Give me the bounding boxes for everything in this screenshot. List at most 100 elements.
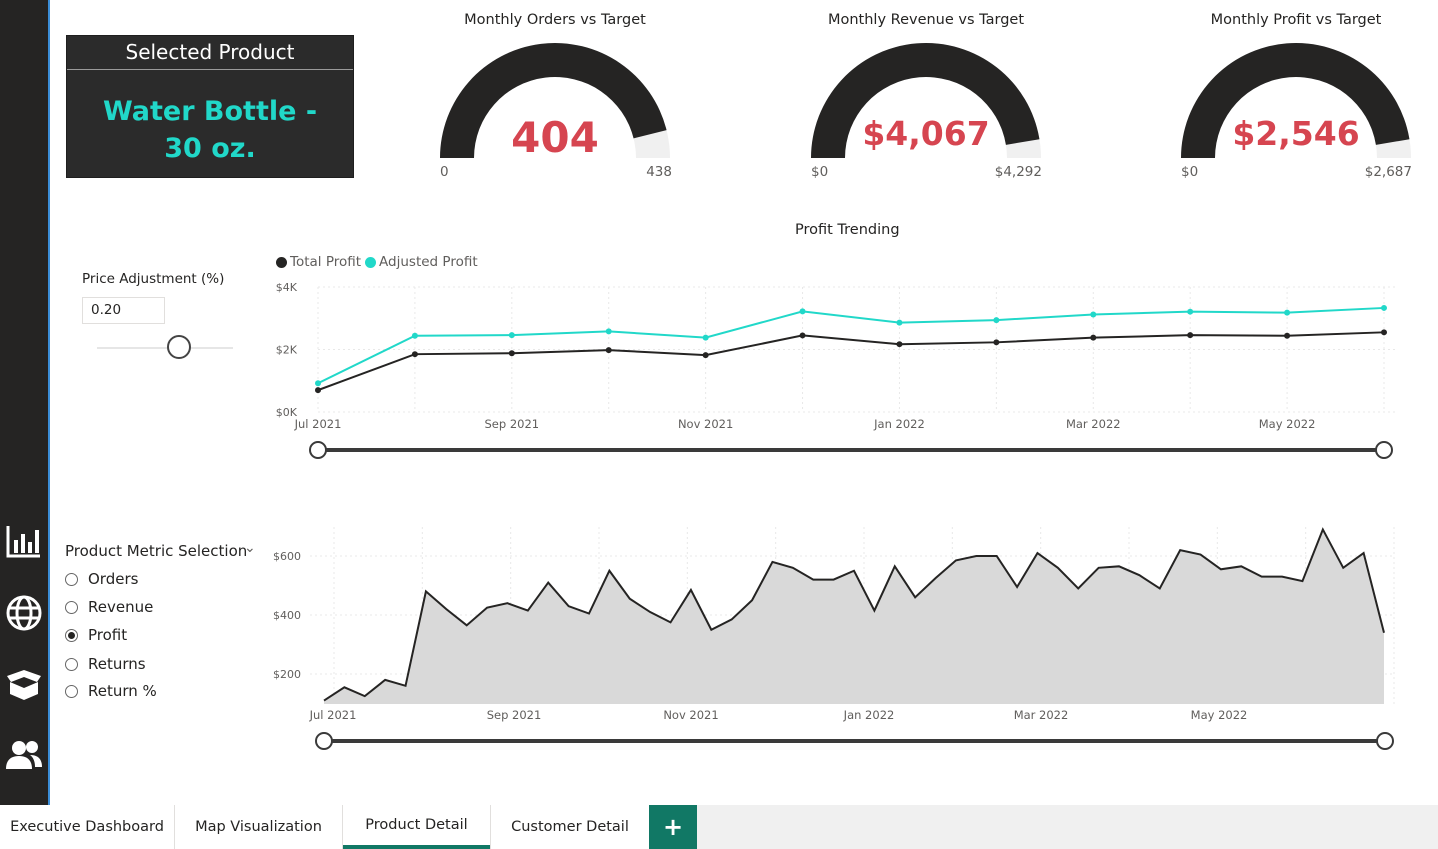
data-point (605, 347, 612, 354)
gauge-revenue[interactable]: Monthly Revenue vs Target $4,067 $0 $4,2… (806, 0, 1046, 190)
y-tick-label: $600 (273, 550, 301, 563)
data-point (993, 317, 1000, 324)
x-tick-label: Mar 2022 (1014, 708, 1069, 722)
data-point (1090, 334, 1097, 341)
legend-item-total-profit[interactable]: Total Profit (276, 254, 361, 270)
data-point (411, 351, 418, 358)
range-slider-handle (1375, 441, 1393, 459)
price-adjustment-slider-thumb[interactable] (166, 335, 191, 359)
gauge-value: $4,067 (862, 114, 990, 153)
y-tick-label: $0K (276, 406, 298, 419)
gauge-arc (440, 42, 670, 158)
tab-map-visualization[interactable]: Map Visualization (175, 805, 342, 849)
gauge-profit[interactable]: Monthly Profit vs Target $2,546 $0 $2,68… (1176, 0, 1416, 190)
x-tick-label: Nov 2021 (663, 708, 718, 722)
data-point (411, 332, 418, 339)
metric-option-label: Returns (88, 655, 146, 673)
x-tick-label: Sep 2021 (485, 417, 540, 431)
radio-button[interactable] (65, 684, 78, 698)
selected-product-value: Water Bottle - 30 oz. (102, 96, 318, 164)
x-tick-label: Jul 2021 (309, 708, 357, 722)
add-page-button[interactable]: + (649, 805, 697, 849)
data-point (605, 328, 612, 335)
data-point (896, 319, 903, 326)
x-tick-label: Mar 2022 (1066, 417, 1121, 431)
gauge-min: 0 (440, 164, 449, 180)
data-point (1284, 309, 1291, 316)
metric-option[interactable]: Revenue (65, 598, 153, 616)
bar-chart-icon[interactable] (4, 522, 44, 562)
metric-option[interactable]: Return % (65, 682, 157, 700)
chevron-down-icon[interactable]: ⌄ (244, 540, 256, 556)
metric-option[interactable]: Orders (65, 570, 138, 588)
legend-dot (365, 256, 377, 268)
data-point (508, 350, 515, 357)
gauge-max: 438 (646, 164, 672, 180)
area-fill (324, 529, 1384, 704)
metric-option-label: Profit (88, 626, 128, 644)
range-slider-handle (1376, 732, 1394, 750)
data-point (1187, 308, 1194, 315)
data-point (799, 308, 806, 315)
gauge-title: Monthly Revenue vs Target (827, 12, 1025, 28)
tab-divider (342, 805, 343, 849)
price-adjustment-input[interactable]: 0.20 (82, 297, 165, 324)
x-tick-label: Jan 2022 (873, 417, 925, 431)
tab-customer-detail[interactable]: Customer Detail (491, 805, 649, 849)
page-tabs-bar: Executive Dashboard Map Visualization Pr… (0, 805, 1438, 849)
profit-trending-chart[interactable]: $0K $2K $4K Jul 2021 Sep 2021 Nov 2021 Jan 202… (0, 0, 1438, 475)
tab-executive-dashboard[interactable]: Executive Dashboard (0, 805, 174, 849)
gauge-fill (811, 42, 1040, 158)
x-tick-label: Jan 2022 (843, 708, 895, 722)
radio-button[interactable] (65, 657, 78, 671)
gauge-value: $2,546 (1232, 114, 1360, 153)
gauge-arc (1181, 42, 1411, 158)
profit-trending-legend: Total Profit Adjusted Profit (276, 254, 482, 270)
data-point (799, 332, 806, 339)
data-point (1090, 311, 1097, 318)
tab-divider (490, 805, 491, 849)
globe-icon[interactable] (4, 593, 44, 633)
gauge-title: Monthly Orders vs Target (464, 12, 646, 28)
data-point (315, 380, 321, 387)
radio-button[interactable] (65, 628, 78, 642)
data-point (1381, 329, 1387, 336)
range-slider-handle (315, 732, 333, 750)
tab-product-detail[interactable]: Product Detail (343, 805, 490, 849)
range-slider-handle (309, 441, 327, 459)
gauge-fill (1181, 42, 1410, 158)
price-adjustment-slider-track[interactable] (97, 347, 233, 349)
tab-divider (174, 805, 175, 849)
gauge-orders[interactable]: Monthly Orders vs Target 404 0 438 (435, 0, 675, 190)
metric-option[interactable]: Returns (65, 655, 146, 673)
radio-button[interactable] (65, 600, 78, 614)
data-point (993, 339, 1000, 346)
left-nav-sidebar (0, 0, 50, 805)
gauge-fill (440, 42, 667, 158)
data-point (1284, 332, 1291, 339)
gauge-arc (811, 42, 1041, 158)
metric-option-label: Revenue (88, 598, 154, 616)
gauge-title: Monthly Profit vs Target (1210, 12, 1382, 28)
metric-option-label: Return % (88, 682, 157, 700)
y-tick-label: $2K (276, 344, 298, 357)
radio-button[interactable] (65, 572, 78, 586)
users-icon[interactable] (4, 735, 44, 775)
data-point (1187, 332, 1194, 339)
legend-label: Total Profit (290, 254, 362, 270)
data-point (1381, 304, 1387, 311)
gauge-max: $4,292 (994, 164, 1042, 180)
data-point (702, 352, 709, 359)
data-point (508, 332, 515, 339)
data-point (315, 387, 321, 394)
price-adjustment-label: Price Adjustment (%) (82, 271, 225, 287)
gauge-max: $2,687 (1364, 164, 1412, 180)
series-line (317, 331, 1385, 392)
gauge-min: $0 (811, 164, 829, 180)
box-icon[interactable] (4, 664, 44, 704)
data-point (896, 341, 903, 348)
legend-item-adjusted-profit[interactable]: Adjusted Profit (365, 254, 478, 270)
profit-trending-title: Profit Trending (795, 222, 900, 238)
area-line (323, 527, 1385, 702)
metric-option[interactable]: Profit (65, 626, 127, 644)
